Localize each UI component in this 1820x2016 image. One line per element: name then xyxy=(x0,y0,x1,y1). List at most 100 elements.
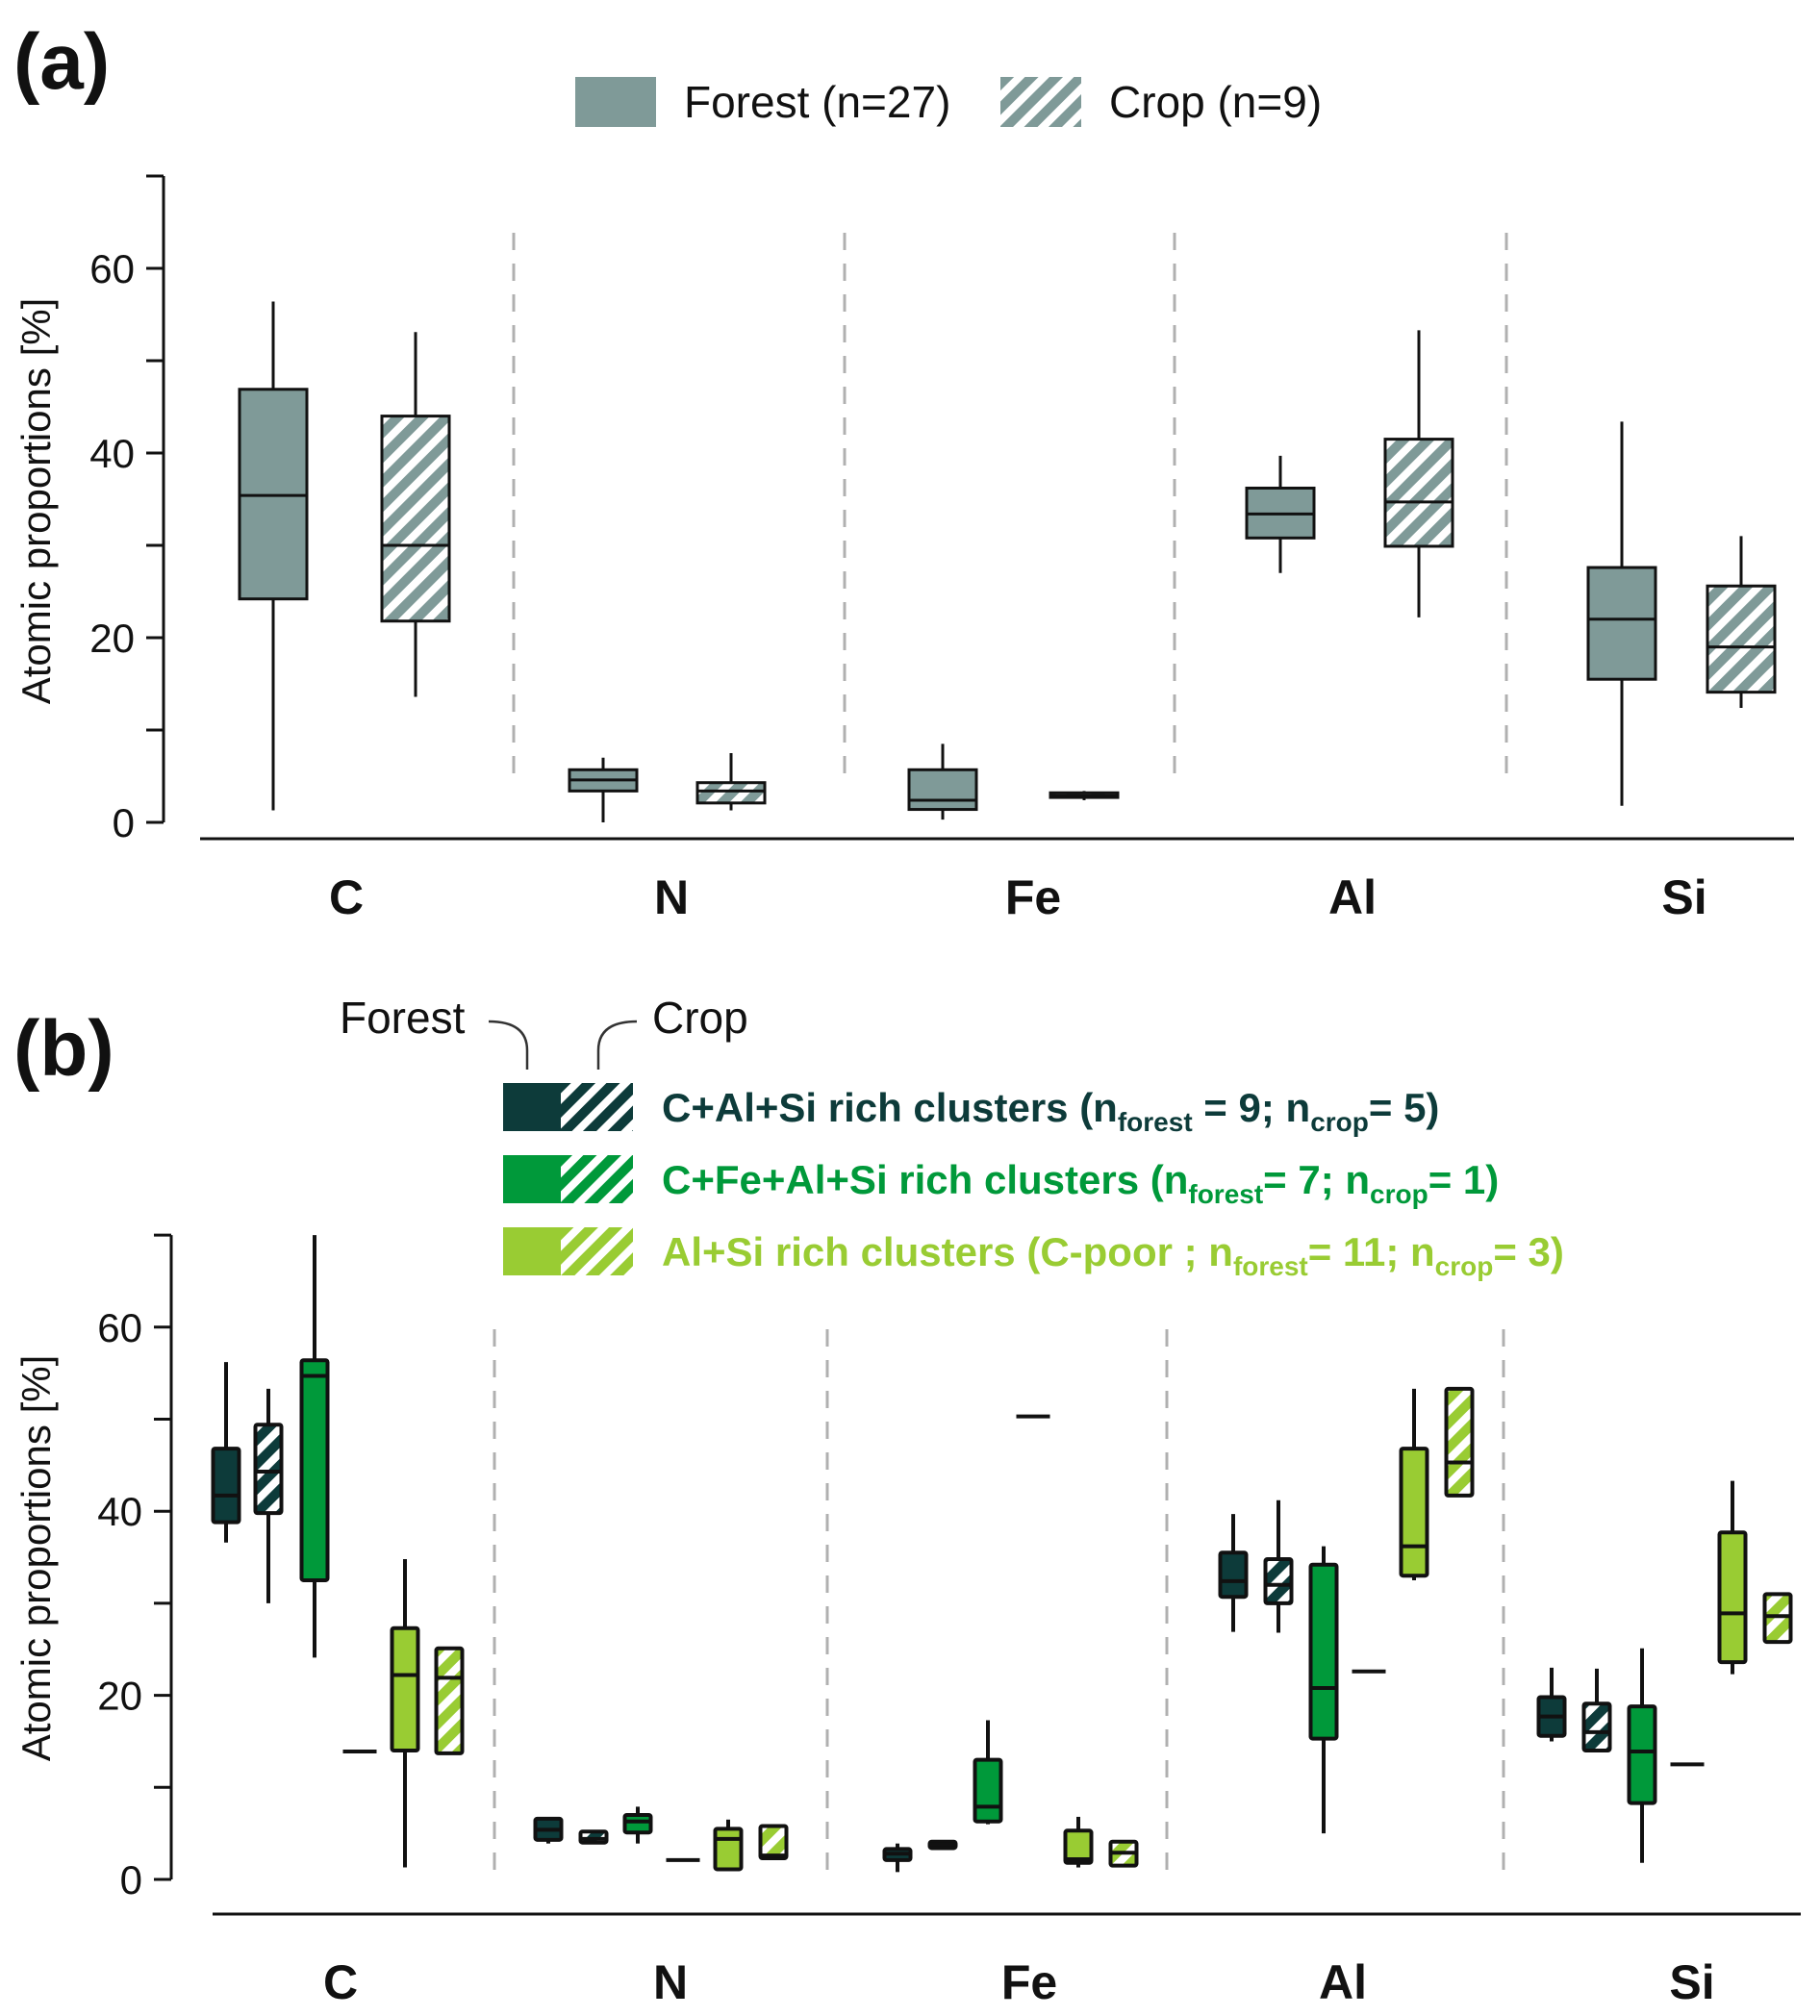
legend-swatch-crop xyxy=(1000,77,1081,127)
forest-bracket xyxy=(488,1020,529,1070)
y-tick-label-b: 40 xyxy=(97,1489,142,1534)
y-axis-label-b: Atomic proportions [%] xyxy=(13,1355,59,1762)
box-b-Al-2 xyxy=(1308,1546,1339,1834)
y-tick-label-b: 0 xyxy=(120,1857,142,1903)
box-b-C-0 xyxy=(211,1362,241,1543)
x-category-label-b: Al xyxy=(1319,1955,1367,2009)
legend-text-sub2: crop xyxy=(1310,1107,1369,1137)
box-a-C-0 xyxy=(238,301,309,811)
box-iqr xyxy=(1444,1386,1475,1498)
legend-label: C+Al+Si rich clusters (nforest = 9; ncro… xyxy=(662,1085,1439,1137)
box-b-N-0 xyxy=(533,1816,564,1844)
legend-swatch-crop xyxy=(561,1227,633,1275)
x-category-label-a: Si xyxy=(1661,870,1706,924)
legend-a: Forest (n=27) Crop (n=9) xyxy=(575,77,1322,127)
box-iqr xyxy=(622,1813,653,1835)
box-b-C-5 xyxy=(434,1646,465,1755)
box-iqr xyxy=(1717,1530,1748,1665)
panel-a: (a) Forest (n=27) Crop (n=9) Atomic propo… xyxy=(13,18,1794,924)
legend-swatch-forest xyxy=(503,1083,561,1131)
legend-text-mid: = 11; n xyxy=(1308,1229,1435,1274)
legend-b: C+Al+Si rich clusters (nforest = 9; ncro… xyxy=(503,1083,1564,1281)
box-iqr xyxy=(1627,1704,1657,1805)
box-b-C-4 xyxy=(390,1558,420,1868)
legend-text-sub1: forest xyxy=(1233,1251,1308,1281)
legend-text-pre: C+Al+Si rich clusters (n xyxy=(662,1085,1118,1130)
box-iqr xyxy=(390,1625,420,1753)
box-b-Fe-2 xyxy=(973,1720,1003,1825)
crop-bracket xyxy=(596,1020,638,1070)
legend-label: Al+Si rich clusters (C-poor ; nforest= 1… xyxy=(662,1229,1564,1281)
box-iqr xyxy=(1586,566,1657,681)
y-tick-label-a: 40 xyxy=(89,431,135,476)
box-b-Fe-4 xyxy=(1063,1816,1094,1868)
box-a-Al-1 xyxy=(1383,330,1454,617)
box-b-Al-1 xyxy=(1263,1499,1294,1633)
box-a-Fe-0 xyxy=(907,743,978,820)
legend-text-mid: = 7; n xyxy=(1263,1157,1370,1202)
y-tick-label-a: 60 xyxy=(89,246,135,291)
x-category-label-b: N xyxy=(653,1955,688,2009)
box-b-Al-5 xyxy=(1444,1386,1475,1498)
box-a-Fe-1 xyxy=(1049,791,1120,800)
box-iqr xyxy=(907,768,978,812)
panel-b-label: (b) xyxy=(13,1005,114,1093)
box-iqr xyxy=(1581,1701,1612,1753)
box-b-Fe-0 xyxy=(882,1843,913,1873)
panel-b: (b) Forest Crop C+Al+Si rich clusters (n… xyxy=(13,993,1801,2009)
legend-header-crop: Crop xyxy=(652,993,748,1043)
box-a-Al-0 xyxy=(1245,455,1316,573)
box-b-N-2 xyxy=(622,1806,653,1844)
y-tick-label-a: 0 xyxy=(113,800,135,845)
box-iqr xyxy=(253,1423,284,1516)
x-category-label-a: Fe xyxy=(1005,870,1061,924)
legend-text-post: = 5) xyxy=(1369,1085,1440,1130)
legend-text-mid: = 9; n xyxy=(1193,1085,1311,1130)
box-iqr xyxy=(1383,438,1454,548)
box-b-Fe-5 xyxy=(1108,1839,1139,1868)
box-iqr xyxy=(1218,1550,1249,1600)
box-iqr xyxy=(1063,1828,1094,1865)
box-a-Si-0 xyxy=(1586,421,1657,806)
box-b-Al-0 xyxy=(1218,1514,1249,1632)
box-b-Al-4 xyxy=(1399,1388,1429,1580)
legend-text-pre: C+Fe+Al+Si rich clusters (n xyxy=(662,1157,1188,1202)
legend-label: Forest (n=27) xyxy=(684,77,950,127)
legend-header-forest: Forest xyxy=(340,993,466,1043)
legend-text-sub1: forest xyxy=(1188,1179,1263,1209)
box-b-Si-2 xyxy=(1627,1648,1657,1863)
x-category-label-b: C xyxy=(323,1955,358,2009)
x-category-label-b: Fe xyxy=(1001,1955,1057,2009)
plot-b: 0 20 40 60 C N Fe Al Si xyxy=(97,1233,1801,2009)
box-a-C-1 xyxy=(380,332,451,697)
legend-text-post: = 3) xyxy=(1493,1229,1564,1274)
box-iqr xyxy=(1263,1556,1294,1605)
box-a-Si-1 xyxy=(1706,536,1777,708)
x-category-label-a: N xyxy=(654,870,689,924)
legend-text-sub2: crop xyxy=(1435,1251,1494,1281)
panel-a-label: (a) xyxy=(13,18,110,106)
legend-swatch-forest xyxy=(503,1155,561,1203)
box-a-N-0 xyxy=(568,757,639,822)
legend-text-post: = 1) xyxy=(1428,1157,1500,1202)
box-iqr xyxy=(1308,1562,1339,1741)
box-b-N-4 xyxy=(713,1819,744,1872)
box-b-N-1 xyxy=(578,1829,609,1845)
legend-text-pre: Al+Si rich clusters (C-poor ; n xyxy=(662,1229,1233,1274)
box-iqr xyxy=(434,1646,465,1755)
legend-swatch-forest xyxy=(503,1227,561,1275)
box-b-N-5 xyxy=(758,1824,789,1860)
box-b-Fe-1 xyxy=(927,1839,958,1851)
legend-swatch-forest xyxy=(575,77,656,127)
plot-a: 0 20 40 60 C N Fe Al Si xyxy=(89,174,1794,924)
y-tick-label-a: 20 xyxy=(89,616,135,661)
box-b-C-1 xyxy=(253,1388,284,1603)
box-iqr xyxy=(1706,584,1777,694)
box-b-C-2 xyxy=(299,1235,330,1658)
legend-label: Crop (n=9) xyxy=(1109,77,1322,127)
y-tick-label-b: 60 xyxy=(97,1305,142,1350)
y-axis-label-a: Atomic proportions [%] xyxy=(13,298,59,705)
x-category-label-a: C xyxy=(329,870,364,924)
box-iqr xyxy=(1399,1447,1429,1578)
